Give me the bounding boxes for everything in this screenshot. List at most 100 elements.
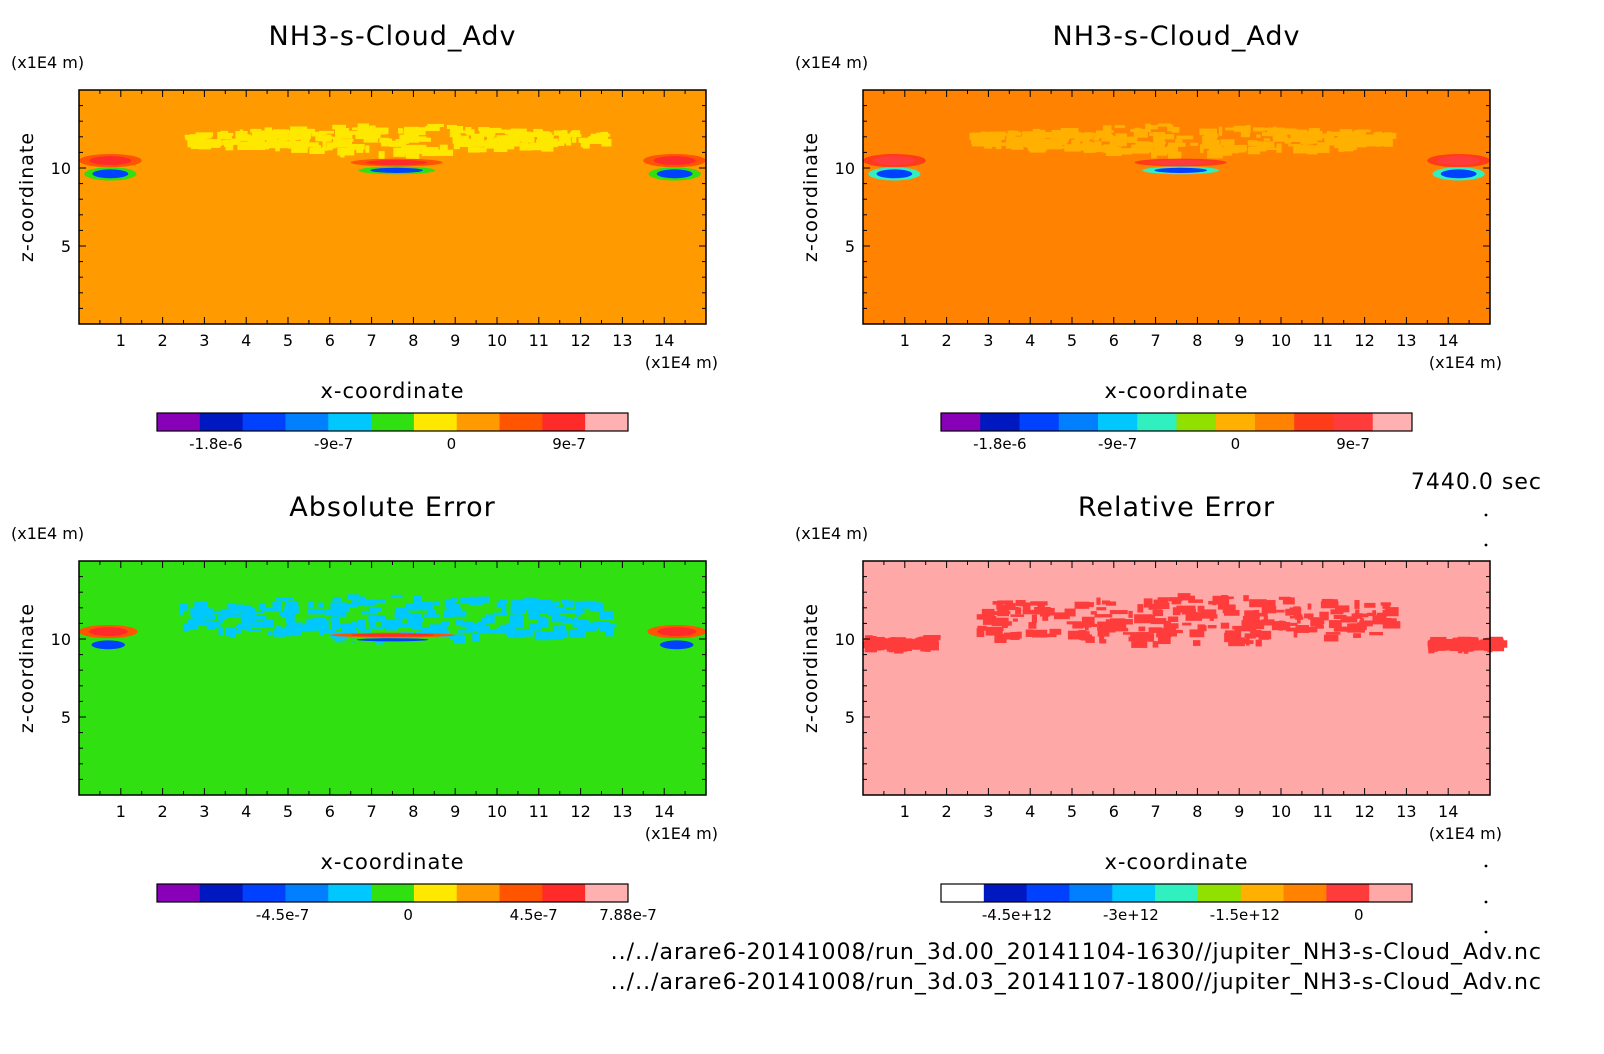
cloud-cell xyxy=(1185,612,1203,621)
cloud-cell xyxy=(455,620,464,625)
cloud-cell xyxy=(1307,603,1312,610)
colorbar-segment xyxy=(456,413,501,431)
cloud-cell xyxy=(408,613,414,620)
panel-4: Relative Error(x1E4 m)1 2 3 4 5 6 7 8 9 10 11 12 13 1… xyxy=(795,492,1508,924)
cloud-cell xyxy=(521,628,533,637)
cloud-cell xyxy=(1167,145,1179,151)
dipole-lobe xyxy=(656,169,693,179)
cloud-cell xyxy=(1122,632,1138,635)
heatmap-feature-dipole xyxy=(79,153,142,181)
cloud-cell xyxy=(1072,622,1084,629)
cloud-cell xyxy=(1031,614,1037,623)
dipole-lobe xyxy=(660,640,694,650)
cloud-cell xyxy=(867,636,885,640)
colorbar-segment xyxy=(1283,884,1327,902)
cloud-cell xyxy=(1079,132,1096,136)
cloud-cell xyxy=(450,610,467,617)
cloud-cell xyxy=(432,149,438,155)
cloud-cell xyxy=(1011,131,1022,136)
cloud-cell xyxy=(421,147,439,157)
cloud-cell xyxy=(1103,629,1107,633)
cloud-cell xyxy=(275,601,282,611)
cloud-cell xyxy=(187,138,197,145)
cloud-cell xyxy=(1455,640,1472,646)
x-tick-label: 4 xyxy=(1025,802,1035,821)
cloud-cell xyxy=(1175,138,1183,143)
cloud-cell xyxy=(235,624,254,628)
cloud-cell xyxy=(357,619,366,629)
cloud-cell xyxy=(1067,630,1086,640)
cloud-cell xyxy=(480,596,490,603)
cloud-cell xyxy=(1012,618,1018,622)
cloud-cell xyxy=(493,137,509,142)
cloud-cell xyxy=(357,123,370,131)
cloud-cell xyxy=(471,134,484,143)
colorbar-segment xyxy=(371,413,415,431)
cloud-cell xyxy=(1238,640,1254,645)
cloud-cell xyxy=(258,142,270,150)
cloud-cell xyxy=(590,602,601,612)
dipole-lobe xyxy=(366,159,428,166)
cloud-cell xyxy=(468,147,487,153)
cloud-cell xyxy=(1353,633,1361,638)
cloud-cell xyxy=(1364,134,1375,142)
colorbar-tick-label: -4.5e-7 xyxy=(256,906,309,924)
cloud-cell xyxy=(980,131,986,135)
cloud-cell xyxy=(1010,614,1025,617)
cloud-cell xyxy=(534,631,553,641)
cloud-cell xyxy=(1222,604,1236,614)
cloud-cell xyxy=(991,617,1009,627)
cloud-cell xyxy=(1181,605,1196,615)
cloud-cell xyxy=(886,638,898,642)
dipole-lobe xyxy=(91,640,125,650)
cloud-cell xyxy=(1235,147,1241,152)
cloud-cell xyxy=(415,136,427,140)
cloud-cell xyxy=(506,622,524,629)
cloud-cell xyxy=(252,128,262,132)
cloud-cell xyxy=(374,626,383,630)
cloud-cell xyxy=(1218,126,1223,136)
cloud-cell xyxy=(1137,604,1144,613)
cloud-cell xyxy=(1134,614,1153,624)
cloud-cell xyxy=(494,129,507,134)
heatmap-feature-dipole xyxy=(350,158,443,175)
cloud-cell xyxy=(341,627,356,634)
cloud-cell xyxy=(531,626,542,631)
cloud-cell xyxy=(1201,609,1217,617)
cloud-cell xyxy=(472,632,480,642)
colorbar-tick-label: -1.5e+12 xyxy=(1210,906,1280,924)
cloud-cell xyxy=(1295,625,1310,633)
cloud-cell xyxy=(1488,642,1503,651)
cloud-cell xyxy=(1324,134,1335,142)
cloud-cell xyxy=(1048,633,1053,638)
y-unit-label: (x1E4 m) xyxy=(795,524,868,543)
y-unit-label: (x1E4 m) xyxy=(11,53,84,72)
y-unit-label: (x1E4 m) xyxy=(795,53,868,72)
cloud-cell xyxy=(255,615,267,621)
cloud-cell xyxy=(1071,139,1081,145)
cloud-cell xyxy=(1359,620,1375,624)
cloud-cell xyxy=(389,142,407,147)
cloud-cell xyxy=(1167,142,1186,147)
cloud-cell xyxy=(334,139,352,144)
x-tick-label: 14 xyxy=(1438,802,1458,821)
cloud-cell xyxy=(1085,636,1095,643)
cloud-cell xyxy=(332,597,342,601)
x-tick-label: 2 xyxy=(158,802,168,821)
x-tick-label: 10 xyxy=(1271,331,1291,350)
cloud-cell xyxy=(1282,597,1295,605)
cloud-cell xyxy=(1256,141,1275,148)
cloud-cell xyxy=(496,602,506,608)
cloud-cell xyxy=(240,619,253,624)
cloud-cell xyxy=(1159,134,1175,140)
colorbar-segment xyxy=(1215,413,1256,431)
heatmap-feature-dipole xyxy=(329,632,456,643)
colorbar: -1.8e-6 -9e-7 0 9e-7 xyxy=(156,412,629,453)
cloud-cell xyxy=(1034,144,1044,152)
cloud-cell xyxy=(331,616,340,620)
cloud-cell xyxy=(1149,132,1156,137)
cloud-cell xyxy=(330,618,340,622)
cloud-cell xyxy=(347,594,359,600)
colorbar-segment xyxy=(1255,413,1295,431)
cloud-cell xyxy=(460,597,469,604)
